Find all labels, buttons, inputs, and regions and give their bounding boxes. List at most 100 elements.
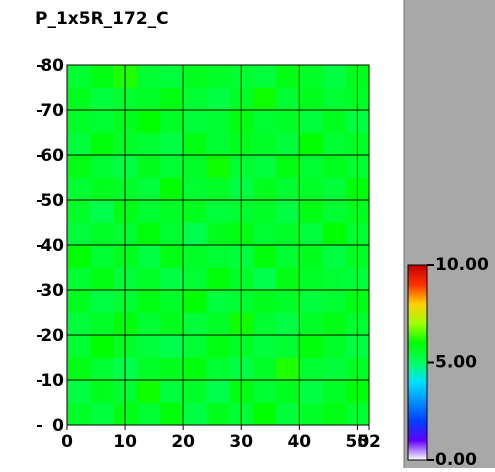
x-tick-label: 0 xyxy=(61,432,73,452)
heatmap-cell xyxy=(252,177,277,201)
heatmap-cell xyxy=(252,110,277,133)
heatmap-cell xyxy=(136,65,161,88)
heatmap-cell xyxy=(299,65,323,88)
heatmap-cell xyxy=(136,312,161,336)
heatmap-cell xyxy=(206,267,230,291)
heatmap-cell xyxy=(206,380,230,403)
heatmap-cell xyxy=(67,132,91,156)
heatmap-cell xyxy=(183,110,207,133)
heatmap-cell xyxy=(67,155,91,178)
heatmap-cell xyxy=(252,357,277,381)
heatmap-cell xyxy=(183,402,207,426)
heatmap-cell xyxy=(252,87,277,111)
heatmap-cell xyxy=(299,267,323,291)
y-tick-label: 80 xyxy=(40,56,64,76)
heatmap-cell xyxy=(322,110,347,133)
heatmap-cell xyxy=(159,335,184,358)
heatmap-cell xyxy=(206,335,230,358)
heatmap-cell xyxy=(159,312,184,336)
heatmap-cell xyxy=(136,155,161,178)
heatmap-cell xyxy=(299,290,323,313)
heatmap-cell xyxy=(206,290,230,313)
heatmap-cell xyxy=(276,380,300,403)
heatmap-cell xyxy=(206,402,230,426)
heatmap-cell xyxy=(159,402,184,426)
heatmap-cell xyxy=(252,200,277,223)
colorbar-tick-label: 0.00 xyxy=(435,450,477,468)
heatmap-cell xyxy=(136,132,161,156)
heatmap-cell xyxy=(159,357,184,381)
heatmap-cell xyxy=(299,380,323,403)
heatmap-cell xyxy=(136,290,161,313)
y-tick-label: 60 xyxy=(40,146,64,166)
heatmap-cell xyxy=(159,290,184,313)
heatmap-cell xyxy=(183,200,207,223)
heatmap-cell xyxy=(299,155,323,178)
heatmap-cell xyxy=(276,110,300,133)
heatmap-cell xyxy=(136,335,161,358)
heatmap-cell xyxy=(252,245,277,268)
heatmap-cell xyxy=(276,132,300,156)
heatmap-cell xyxy=(276,245,300,268)
y-tick-label: 10 xyxy=(40,371,64,391)
heatmap-cell xyxy=(276,177,300,201)
heatmap-cell xyxy=(67,357,91,381)
heatmap-cell xyxy=(90,402,114,426)
heatmap-cell xyxy=(276,267,300,291)
heatmap-cell xyxy=(206,155,230,178)
heatmap-cell xyxy=(276,357,300,381)
heatmap-cell xyxy=(159,245,184,268)
heatmap-cell xyxy=(276,200,300,223)
heatmap-cell xyxy=(67,110,91,133)
heatmap-cell xyxy=(90,65,114,88)
heatmap-cell xyxy=(322,357,347,381)
heatmap-cell xyxy=(67,402,91,426)
heatmap-cell xyxy=(322,132,347,156)
heatmap-cell xyxy=(90,335,114,358)
heatmap-cell xyxy=(159,380,184,403)
heatmap-cell xyxy=(252,65,277,88)
heatmap-cell xyxy=(206,177,230,201)
heatmap-cell xyxy=(206,65,230,88)
heatmap-cell xyxy=(183,65,207,88)
heatmap-cell xyxy=(159,267,184,291)
heatmap-cell xyxy=(322,402,347,426)
heatmap-cell xyxy=(322,290,347,313)
heatmap-cell xyxy=(90,290,114,313)
heatmap-cell xyxy=(183,222,207,246)
heatmap-cell xyxy=(183,290,207,313)
heatmap-cell xyxy=(67,177,91,201)
heatmap-cell xyxy=(90,87,114,111)
x-tick-label: 10 xyxy=(113,432,137,452)
chart-title: P_1x5R_172_C xyxy=(35,9,169,29)
y-tick-label: 30 xyxy=(40,281,64,301)
heatmap-cell xyxy=(159,222,184,246)
heatmap-cell xyxy=(206,110,230,133)
heatmap-cell xyxy=(67,312,91,336)
heatmap-cell xyxy=(136,200,161,223)
heatmap-cell xyxy=(206,200,230,223)
heatmap-cell xyxy=(276,222,300,246)
heatmap-cell xyxy=(183,177,207,201)
heatmap-cell xyxy=(322,200,347,223)
heatmap-cell xyxy=(90,267,114,291)
heatmap-cell xyxy=(136,402,161,426)
heatmap-cell xyxy=(136,87,161,111)
heatmap-cell xyxy=(206,132,230,156)
heatmap-cell xyxy=(276,402,300,426)
heatmap-cell xyxy=(252,335,277,358)
y-tick-label: 40 xyxy=(40,236,64,256)
heatmap-cell xyxy=(67,380,91,403)
heatmap-cell xyxy=(90,357,114,381)
heatmap-cell xyxy=(183,357,207,381)
y-tick-label: 20 xyxy=(40,326,64,346)
colorbar xyxy=(407,264,428,461)
heatmap-cell xyxy=(322,380,347,403)
heatmap-cell xyxy=(299,132,323,156)
heatmap-cell xyxy=(252,267,277,291)
heatmap-cell xyxy=(322,222,347,246)
heatmap-cell xyxy=(299,312,323,336)
heatmap-cell xyxy=(136,267,161,291)
colorbar-tick-label: 10.00 xyxy=(435,255,489,275)
